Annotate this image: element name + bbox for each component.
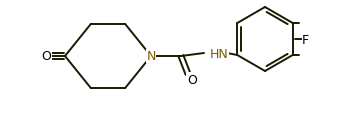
Text: HN: HN — [210, 47, 229, 60]
Text: N: N — [146, 50, 156, 63]
Text: F: F — [302, 33, 309, 46]
Text: O: O — [41, 50, 51, 63]
Text: O: O — [187, 73, 197, 86]
